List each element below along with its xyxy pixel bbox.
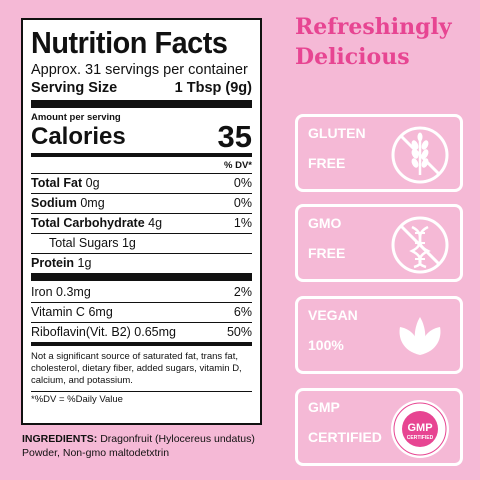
headline-line2: Delicious xyxy=(295,44,410,70)
dna-crossed-icon xyxy=(391,216,449,274)
serving-size-label: Serving Size xyxy=(31,80,118,96)
badge-gluten-free: GLUTEN FREE xyxy=(295,114,463,192)
nutrient-name: Total Sugars xyxy=(49,236,119,250)
vitamin-amount: 6mg xyxy=(88,305,113,319)
nutrient-row-protein: Protein 1g xyxy=(31,253,252,273)
dv-note: *%DV = %Daily Value xyxy=(31,391,252,407)
nutrient-amount: 0mg xyxy=(80,196,105,210)
badge-line2: 100% xyxy=(308,337,344,353)
divider-medium xyxy=(31,153,252,157)
nutrition-facts-panel: Nutrition Facts Approx. 31 servings per … xyxy=(21,18,262,425)
nutrient-name: Sodium xyxy=(31,196,77,210)
badge-gmp-certified: GMP CERTIFIED GMP CERTIFIED xyxy=(295,388,463,466)
vitamin-amount: 0.65mg xyxy=(134,325,176,339)
nutrient-dv: 0% xyxy=(233,196,252,210)
nutrient-row-sodium: Sodium 0mg 0% xyxy=(31,193,252,213)
calories-value: 35 xyxy=(217,119,252,154)
nutrient-name: Total Fat xyxy=(31,176,83,190)
calories-row: Calories 35 xyxy=(31,119,252,154)
badge-line1: GMO xyxy=(308,215,342,231)
badge-line2: CERTIFIED xyxy=(308,429,382,445)
ingredients-label: INGREDIENTS: xyxy=(22,433,98,445)
dv-header: % DV* xyxy=(224,160,252,171)
divider-thick xyxy=(31,100,252,108)
footnote: Not a significant source of saturated fa… xyxy=(31,351,242,386)
vitamin-name: Vitamin C xyxy=(31,305,85,319)
nutrient-amount: 4g xyxy=(148,216,163,230)
servings-per-container: Approx. 31 servings per container xyxy=(31,62,248,78)
vitamin-row-vitamin-c: Vitamin C 6mg 6% xyxy=(31,302,252,322)
nutrient-dv: 0% xyxy=(233,176,252,190)
nutrient-amount: 1g xyxy=(77,256,92,270)
nutrient-row-sugars: Total Sugars 1g xyxy=(31,233,252,253)
gmp-seal-icon: GMP CERTIFIED xyxy=(391,400,449,458)
ingredients: INGREDIENTS: Dragonfruit (Hylocereus und… xyxy=(22,432,272,460)
nutrient-row-fat: Total Fat 0g 0% xyxy=(31,173,252,193)
vitamin-name: Iron xyxy=(31,285,53,299)
badge-gmo-free: GMO FREE xyxy=(295,204,463,282)
nutrient-name: Protein xyxy=(31,256,75,270)
divider-medium xyxy=(31,342,252,346)
leaf-icon xyxy=(399,317,441,355)
badge-vegan: VEGAN 100% xyxy=(295,296,463,374)
wheat-crossed-icon xyxy=(391,126,449,184)
nutrient-amount: 1g xyxy=(121,236,136,250)
vitamin-row-iron: Iron 0.3mg 2% xyxy=(31,283,252,302)
gmp-seal-text: GMP xyxy=(407,422,432,434)
vitamin-name: Riboflavin(Vit. B2) xyxy=(31,325,131,339)
ingredients-text: Dragonfruit (Hylocereus undatus) Powder,… xyxy=(22,433,255,459)
serving-size-row: Serving Size 1 Tbsp (9g) xyxy=(31,79,252,97)
calories-label: Calories xyxy=(31,123,126,150)
badge-line1: GMP xyxy=(308,399,340,415)
vitamin-dv: 6% xyxy=(233,305,252,319)
amount-per-serving: Amount per serving xyxy=(31,112,121,123)
badge-line1: GLUTEN xyxy=(308,125,366,141)
nutrition-title: Nutrition Facts xyxy=(31,25,228,60)
vitamin-dv: 2% xyxy=(233,285,252,299)
badge-line1: VEGAN xyxy=(308,307,358,323)
gmp-seal-sub: CERTIFIED xyxy=(407,435,434,441)
headline: Refreshingly Delicious xyxy=(295,12,475,72)
vitamin-dv: 50% xyxy=(226,325,252,339)
vitamin-row-riboflavin: Riboflavin(Vit. B2) 0.65mg 50% xyxy=(31,322,252,342)
headline-line1: Refreshingly xyxy=(295,14,452,40)
nutrient-amount: 0g xyxy=(85,176,100,190)
badge-line2: FREE xyxy=(308,245,346,261)
badge-line2: FREE xyxy=(308,155,346,171)
nutrient-row-carbohydrate: Total Carbohydrate 4g 1% xyxy=(31,213,252,233)
serving-size-value: 1 Tbsp (9g) xyxy=(174,80,252,96)
nutrient-dv: 1% xyxy=(233,216,252,230)
nutrient-name: Total Carbohydrate xyxy=(31,216,145,230)
divider-thick xyxy=(31,273,252,281)
vitamin-amount: 0.3mg xyxy=(56,285,91,299)
